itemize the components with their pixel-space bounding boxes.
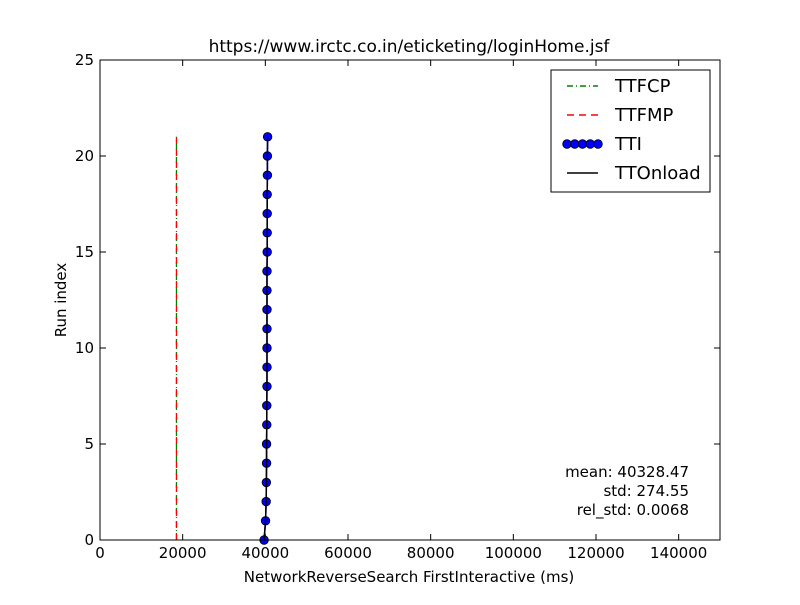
plot-area-frame bbox=[99, 59, 721, 541]
y-tick-label: 20 bbox=[75, 147, 94, 165]
stat-mean: mean: 40328.47 bbox=[565, 463, 689, 481]
legend-label-ttfmp: TTFMP bbox=[614, 105, 674, 126]
y-tick-label: 15 bbox=[75, 243, 94, 261]
stat-std: std: 274.55 bbox=[603, 482, 689, 500]
stat-rel-std: rel_std: 0.0068 bbox=[577, 501, 689, 520]
x-tick-label: 40000 bbox=[241, 544, 289, 562]
legend-label-ttfcp: TTFCP bbox=[614, 76, 671, 97]
x-tick-label: 100000 bbox=[485, 544, 542, 562]
chart-title: https://www.irctc.co.in/eticketing/login… bbox=[209, 37, 611, 57]
x-tick-label: 120000 bbox=[567, 544, 624, 562]
series-line-ttonload bbox=[263, 136, 269, 541]
x-axis-title: NetworkReverseSearch FirstInteractive (m… bbox=[244, 568, 575, 586]
stats-box: mean: 40328.47 std: 274.55 rel_std: 0.00… bbox=[565, 463, 689, 520]
y-tick-label: 5 bbox=[84, 435, 94, 453]
legend-marker bbox=[570, 139, 580, 149]
ticks-layer: 0 20000 40000 60000 80000 100000 120000 140000 0… bbox=[75, 51, 720, 562]
legend-label-ttonload: TTOnload bbox=[614, 163, 701, 184]
y-tick-label: 25 bbox=[75, 51, 94, 69]
x-tick-label: 20000 bbox=[159, 544, 207, 562]
y-tick-label: 0 bbox=[84, 531, 94, 549]
legend-marker bbox=[593, 139, 603, 149]
legend-frame bbox=[550, 69, 711, 193]
legend-marker bbox=[577, 139, 588, 149]
y-tick-label: 10 bbox=[75, 339, 94, 357]
x-tick-label: 60000 bbox=[324, 544, 372, 562]
x-tick-label: 80000 bbox=[407, 544, 455, 562]
legend-marker bbox=[585, 139, 595, 149]
legend-label-tti: TTI bbox=[614, 134, 642, 155]
series-layer bbox=[175, 132, 273, 545]
x-tick-label: 0 bbox=[95, 544, 105, 562]
legend-marker bbox=[562, 139, 572, 149]
x-tick-label: 140000 bbox=[650, 544, 707, 562]
legend: TTFCP TTFMP TTI TTOnload bbox=[550, 69, 711, 193]
y-axis-title: Run index bbox=[52, 263, 70, 338]
